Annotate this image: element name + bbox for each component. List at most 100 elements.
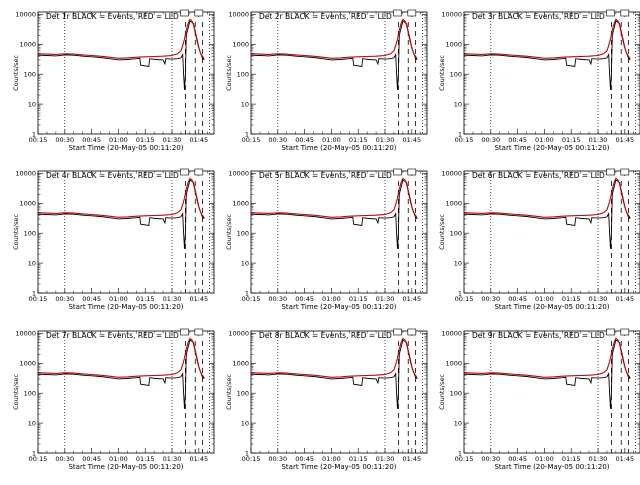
x-axis-label: Start Time (20-May-05 00:11:20) [494, 463, 609, 471]
x-tick-label: 01:30 [376, 136, 395, 144]
y-tick-label: 1000 [445, 360, 462, 368]
panel-title: Det 8r BLACK = Events, RED = LLD [259, 331, 392, 340]
y-tick-label: 10000 [228, 330, 249, 338]
x-tick-label: 00:15 [242, 295, 261, 303]
x-axis-label: Start Time (20-May-05 00:11:20) [281, 303, 396, 311]
x-tick-label: 01:30 [589, 455, 608, 463]
y-tick-label: 100 [237, 389, 249, 397]
interval-marker-box [180, 328, 189, 336]
y-tick-label: 1000 [19, 200, 36, 208]
y-tick-label: 1 [245, 130, 249, 138]
x-tick-label: 01:45 [402, 455, 421, 463]
plot-frame [250, 170, 428, 294]
y-tick-label: 1 [245, 289, 249, 297]
y-tick-label: 10000 [228, 11, 249, 19]
plot-frame [463, 11, 640, 135]
interval-marker-box [180, 168, 189, 176]
x-tick-label: 01:00 [535, 295, 554, 303]
series-lld [37, 18, 205, 60]
x-tick-label: 01:45 [189, 455, 208, 463]
x-tick-label: 00:30 [481, 455, 500, 463]
interval-marker-box [194, 9, 204, 17]
x-tick-label: 00:45 [508, 136, 527, 144]
series-lld [250, 18, 418, 60]
series-events [37, 179, 205, 249]
x-axis-label: Start Time (20-May-05 00:11:20) [68, 463, 183, 471]
y-tick-label: 10000 [15, 330, 36, 338]
panel-7: Det 7r BLACK = Events, RED = LLD 1 10 100 10… [12, 328, 215, 471]
y-tick-label: 1000 [19, 41, 36, 49]
interval-marker-box [407, 328, 417, 336]
interval-marker-box [620, 168, 630, 176]
plot-frame [37, 11, 215, 135]
y-tick-label: 1 [458, 449, 462, 457]
y-tick-label: 1000 [232, 200, 249, 208]
x-tick-label: 00:30 [268, 455, 287, 463]
y-tick-label: 1000 [445, 41, 462, 49]
x-tick-label: 01:15 [349, 295, 368, 303]
interval-marker-box [393, 168, 402, 176]
x-tick-label: 01:45 [189, 295, 208, 303]
interval-marker-box [407, 168, 417, 176]
x-axis-label: Start Time (20-May-05 00:11:20) [68, 303, 183, 311]
series-events [37, 20, 205, 90]
y-tick-label: 10 [241, 419, 249, 427]
interval-marker-box [606, 168, 615, 176]
plot-frame [250, 330, 428, 454]
x-tick-label: 00:45 [508, 455, 527, 463]
y-tick-label: 10000 [441, 330, 462, 338]
interval-marker-box [620, 328, 630, 336]
x-tick-label: 01:30 [163, 136, 182, 144]
x-tick-label: 01:00 [322, 455, 341, 463]
plot-frame [463, 170, 640, 294]
x-tick-label: 00:30 [55, 455, 74, 463]
x-tick-label: 01:30 [163, 295, 182, 303]
y-axis-label: Counts/sec [438, 374, 446, 410]
panel-title: Det 7r BLACK = Events, RED = LLD [46, 331, 179, 340]
panel-3: Det 3r BLACK = Events, RED = LLD 1 10 100 10… [438, 9, 640, 152]
x-tick-label: 00:30 [268, 136, 287, 144]
x-tick-label: 01:45 [615, 455, 634, 463]
y-axis-label: Counts/sec [12, 374, 20, 410]
series-lld [463, 18, 631, 60]
panel-title: Det 6r BLACK = Events, RED = LLD [472, 171, 605, 180]
y-tick-label: 10 [454, 259, 462, 267]
y-tick-label: 10000 [441, 170, 462, 178]
panel-6: Det 6r BLACK = Events, RED = LLD 1 10 100 10… [438, 168, 640, 311]
panel-4: Det 4r BLACK = Events, RED = LLD 1 10 100 10… [12, 168, 215, 311]
x-axis-label: Start Time (20-May-05 00:11:20) [494, 144, 609, 152]
panel-title: Det 5r BLACK = Events, RED = LLD [259, 171, 392, 180]
panel-title: Det 2r BLACK = Events, RED = LLD [259, 12, 392, 21]
y-tick-label: 100 [24, 70, 36, 78]
y-axis-label: Counts/sec [12, 214, 20, 250]
series-lld [463, 177, 631, 219]
x-tick-label: 00:45 [508, 295, 527, 303]
panel-5: Det 5r BLACK = Events, RED = LLD 1 10 100 10… [225, 168, 428, 311]
y-axis-label: Counts/sec [12, 55, 20, 91]
series-events [37, 339, 205, 409]
x-tick-label: 01:15 [136, 455, 155, 463]
y-tick-label: 10000 [15, 170, 36, 178]
y-tick-label: 10000 [228, 170, 249, 178]
x-tick-label: 00:15 [455, 295, 474, 303]
x-tick-label: 00:30 [268, 295, 287, 303]
x-tick-label: 01:30 [589, 295, 608, 303]
y-tick-label: 1000 [232, 360, 249, 368]
x-tick-label: 00:45 [295, 295, 314, 303]
x-tick-label: 01:45 [615, 136, 634, 144]
y-tick-label: 100 [450, 70, 462, 78]
x-tick-label: 01:30 [376, 455, 395, 463]
x-tick-label: 01:45 [402, 136, 421, 144]
x-tick-label: 00:30 [55, 136, 74, 144]
y-tick-label: 1 [245, 449, 249, 457]
x-tick-label: 01:15 [562, 136, 581, 144]
series-lld [37, 177, 205, 219]
interval-marker-box [180, 9, 189, 17]
x-tick-label: 01:45 [402, 295, 421, 303]
y-tick-label: 10 [454, 100, 462, 108]
y-tick-label: 1 [458, 289, 462, 297]
x-tick-label: 01:45 [615, 295, 634, 303]
x-tick-label: 01:30 [376, 295, 395, 303]
